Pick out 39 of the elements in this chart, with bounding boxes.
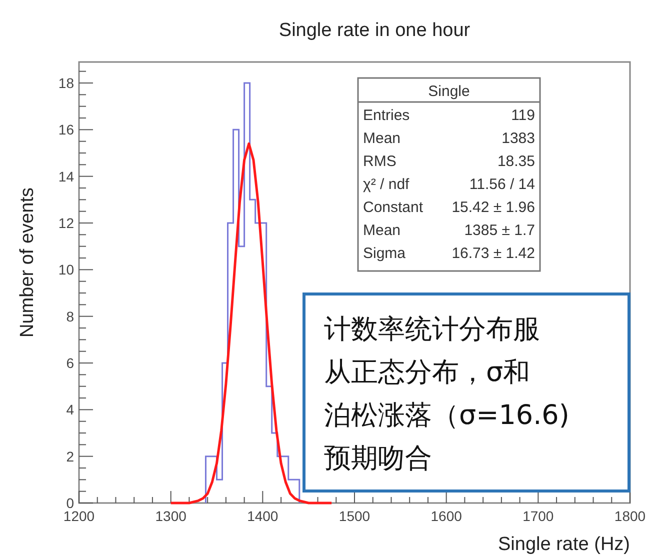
chart-title: Single rate in one hour xyxy=(278,20,471,41)
y-tick-label: 18 xyxy=(58,75,74,91)
y-tick-label: 10 xyxy=(58,262,74,278)
annotation: Mean xyxy=(363,130,401,147)
x-axis-title: Single rate (Hz) xyxy=(498,534,630,555)
y-tick-label: 6 xyxy=(66,355,74,371)
annotation: 18.35 xyxy=(497,153,535,170)
annotation: 16.73 ± 1.42 xyxy=(452,245,535,262)
annotation: Single xyxy=(428,83,470,100)
annotation: Constant xyxy=(363,199,424,216)
y-tick-label: 16 xyxy=(58,122,74,138)
annotation: 1385 ± 1.7 xyxy=(464,222,535,239)
y-tick-label: 4 xyxy=(66,402,74,418)
annotation: 15.42 ± 1.96 xyxy=(452,199,535,216)
annotation: 1383 xyxy=(502,130,535,147)
annotation: 计数率统计分布服 xyxy=(324,314,540,345)
x-tick-label: 1300 xyxy=(155,508,187,524)
annotation: Mean xyxy=(363,222,401,239)
y-axis-title: Number of events xyxy=(17,188,38,338)
x-tick-label: 1500 xyxy=(338,508,370,524)
x-tick-label: 1800 xyxy=(614,508,646,524)
annotation: 从正态分布，σ和 xyxy=(324,357,530,388)
x-tick-label: 1700 xyxy=(522,508,554,524)
annotation: 119 xyxy=(511,107,535,124)
annotation: RMS xyxy=(363,153,396,170)
y-tick-label: 8 xyxy=(66,308,74,324)
x-tick-label: 1200 xyxy=(63,508,95,524)
x-tick-label: 1400 xyxy=(247,508,278,524)
y-tick-label: 14 xyxy=(58,168,74,184)
y-tick-label: 12 xyxy=(58,215,74,231)
annotation: Entries xyxy=(363,107,410,124)
annotation: 预期吻合 xyxy=(324,443,432,474)
annotation: 11.56 / 14 xyxy=(469,176,535,193)
x-tick-label: 1600 xyxy=(430,508,462,524)
annotation: Sigma xyxy=(363,245,406,262)
annotation: 泊松涨落（σ=16.6) xyxy=(324,400,570,431)
y-tick-label: 2 xyxy=(66,448,74,464)
annotation: χ² / ndf xyxy=(363,176,410,193)
y-tick-label: 0 xyxy=(66,495,74,511)
